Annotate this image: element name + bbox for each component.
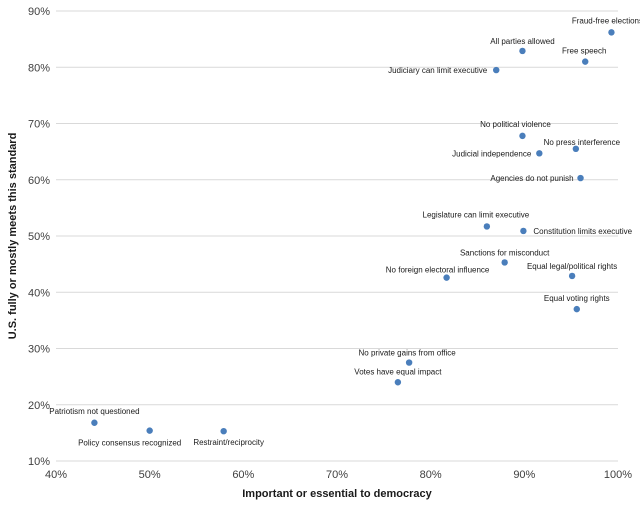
data-point bbox=[568, 272, 576, 280]
data-points bbox=[91, 29, 615, 435]
x-axis-title: Important or essential to democracy bbox=[242, 488, 432, 500]
point-label: No private gains from office bbox=[359, 349, 457, 358]
data-point bbox=[573, 305, 580, 313]
point-labels: Fraud-free elections All parties allowed F… bbox=[49, 16, 640, 447]
x-tick-label: 100% bbox=[604, 469, 632, 481]
point-label: Agencies do not punish bbox=[490, 174, 573, 183]
point-label: Patriotism not questioned bbox=[49, 407, 139, 416]
point-label: Equal legal/political rights bbox=[527, 262, 617, 271]
point-label: Fraud-free elections bbox=[572, 16, 640, 25]
x-tick-label: 80% bbox=[420, 469, 442, 481]
point-label: Legislature can limit executive bbox=[423, 210, 530, 219]
point-label: Free speech bbox=[562, 47, 606, 56]
data-point bbox=[519, 132, 526, 140]
x-tick-label: 50% bbox=[139, 469, 161, 481]
data-point bbox=[483, 223, 491, 230]
gridlines bbox=[56, 10, 618, 462]
data-point bbox=[608, 29, 615, 36]
x-tick-label: 60% bbox=[232, 469, 254, 481]
point-label: Policy consensus recognized bbox=[78, 439, 181, 448]
y-axis-title: U.S. fully or mostly meets this standard bbox=[7, 133, 19, 340]
point-label: No foreign electoral influence bbox=[386, 266, 490, 275]
y-tick-label: 80% bbox=[28, 62, 50, 74]
x-axis-ticks: 40% 50% 60% 70% 80% 90% 100% bbox=[45, 469, 632, 481]
data-point bbox=[501, 259, 508, 266]
y-tick-label: 70% bbox=[28, 119, 50, 131]
data-point bbox=[519, 47, 526, 55]
y-tick-label: 10% bbox=[28, 456, 50, 468]
data-point bbox=[220, 427, 227, 435]
y-axis-ticks: 10% 20% 30% 40% 50% 60% 70% 80% 90% bbox=[28, 6, 50, 468]
data-point bbox=[536, 150, 543, 157]
point-label: No press interference bbox=[544, 138, 621, 147]
x-tick-label: 70% bbox=[326, 469, 348, 481]
point-label: Constitution limits executive bbox=[533, 227, 632, 236]
point-label: Judiciary can limit executive bbox=[388, 66, 488, 75]
point-label: No political violence bbox=[480, 120, 551, 129]
point-label: All parties allowed bbox=[490, 37, 554, 46]
data-point bbox=[394, 379, 402, 386]
x-tick-label: 90% bbox=[513, 469, 535, 481]
data-point bbox=[91, 419, 98, 426]
data-point bbox=[572, 145, 580, 153]
y-tick-label: 50% bbox=[28, 231, 50, 243]
y-tick-label: 20% bbox=[28, 400, 50, 412]
y-tick-label: 90% bbox=[28, 6, 50, 18]
point-label: Restraint/reciprocity bbox=[193, 438, 264, 447]
data-point bbox=[405, 359, 413, 366]
data-point bbox=[493, 66, 500, 74]
data-point bbox=[520, 227, 527, 235]
data-point bbox=[577, 174, 584, 182]
y-tick-label: 60% bbox=[28, 175, 50, 187]
data-point bbox=[582, 58, 589, 65]
point-label: Judicial independence bbox=[452, 149, 532, 158]
data-point bbox=[443, 274, 450, 281]
point-label: Sanctions for misconduct bbox=[460, 248, 550, 257]
point-label: Equal voting rights bbox=[544, 294, 610, 303]
y-tick-label: 30% bbox=[28, 344, 50, 356]
x-tick-label: 40% bbox=[45, 469, 67, 481]
point-label: Votes have equal impact bbox=[354, 367, 442, 376]
data-point bbox=[146, 427, 153, 434]
y-tick-label: 40% bbox=[28, 287, 50, 299]
